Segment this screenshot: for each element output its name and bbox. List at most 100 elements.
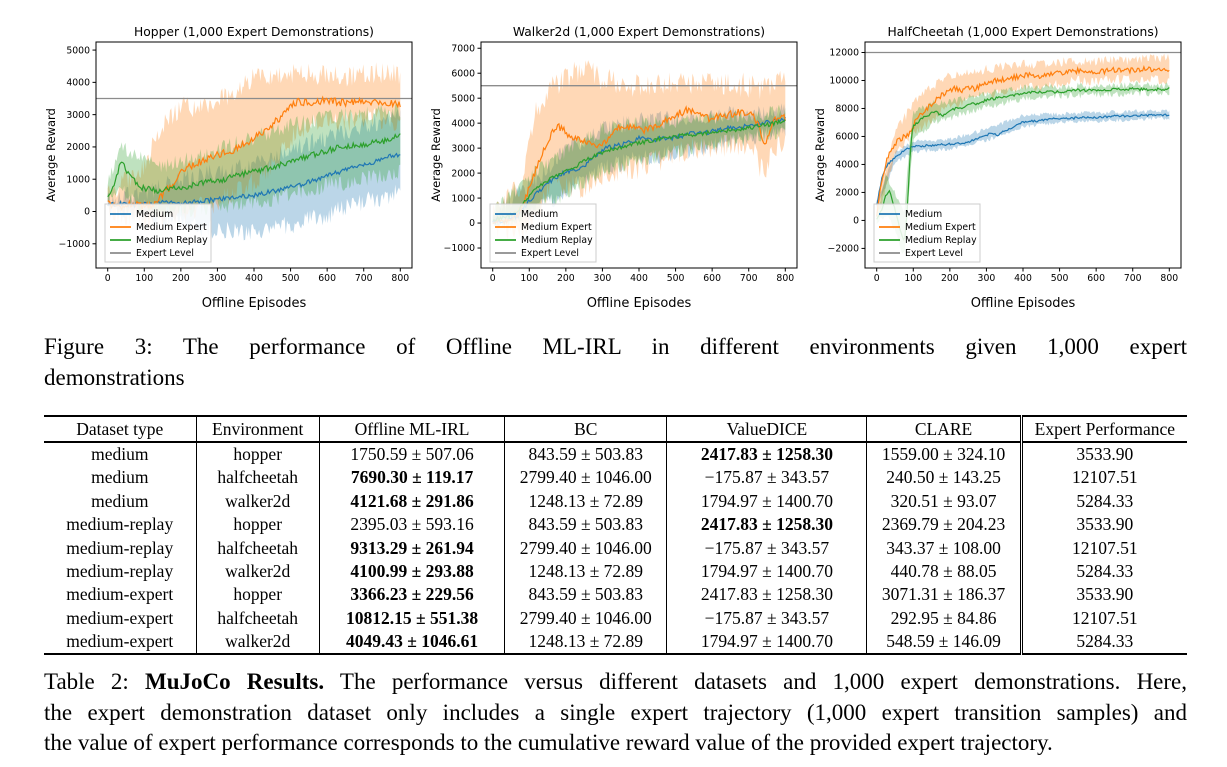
y-tick-label: 2000 — [451, 168, 475, 179]
table-cell: walker2d — [195, 629, 320, 655]
table-cell: 12107.51 — [1019, 536, 1187, 560]
table-cell: halfcheetah — [195, 536, 320, 560]
band-medium-replay — [107, 103, 401, 219]
figure-3-charts: 0 100 200 300 400 500 600 700 800 −1000 0 1000 2000 3… — [44, 24, 1187, 312]
y-tick-label: 7000 — [451, 43, 475, 54]
table-caption-prefix: Table 2: — [44, 669, 146, 695]
y-tick-label: 4000 — [835, 160, 859, 171]
table-cell: 2369.79 ± 204.23 — [866, 512, 1022, 537]
y-tick-label: 4000 — [451, 118, 475, 129]
table-caption: Table 2: MuJoCo Results. The performance… — [44, 667, 1187, 759]
x-tick-label: 200 — [172, 273, 190, 284]
table-cell: 4049.43 ± 1046.61 — [318, 629, 505, 655]
x-tick-label: 400 — [630, 273, 648, 284]
legend-label: Expert Level — [136, 248, 194, 259]
table-cell: 5284.33 — [1019, 489, 1187, 513]
y-tick-label: 2000 — [66, 142, 90, 153]
legend-label: Expert Level — [521, 248, 579, 259]
y-axis-label: Average Reward — [44, 108, 58, 202]
table-cell: 2799.40 ± 1046.00 — [504, 465, 667, 490]
y-axis-label: Average Reward — [813, 108, 827, 202]
x-tick-label: 100 — [520, 273, 538, 284]
figure-caption-line2: demonstrations — [44, 364, 185, 390]
x-tick-label: 400 — [245, 273, 263, 284]
table-caption-line3: the value of expert performance correspo… — [44, 730, 1053, 756]
table-row: medium-expert walker2d 4049.43 ± 1046.61 12… — [44, 629, 1187, 655]
y-tick-label: 4000 — [66, 78, 90, 89]
y-tick-label: 3000 — [451, 143, 475, 154]
line-medium-expert — [876, 65, 1170, 217]
table-row: medium-expert halfcheetah 10812.15 ± 551.3… — [44, 606, 1187, 630]
y-axis-label: Average Reward — [429, 108, 443, 202]
table-cell: −175.87 ± 343.57 — [666, 465, 867, 490]
table-cell: 240.50 ± 143.25 — [866, 465, 1022, 490]
x-tick-label: 800 — [391, 273, 409, 284]
column-header: Dataset type — [76, 418, 164, 439]
y-tick-label: 1000 — [451, 193, 475, 204]
table-cell: medium — [91, 444, 149, 465]
table-cell: halfcheetah — [195, 465, 320, 490]
table-cell: 2799.40 ± 1046.00 — [504, 606, 667, 630]
x-tick-label: 800 — [776, 273, 794, 284]
table-cell: 1794.97 ± 1400.70 — [666, 489, 867, 513]
y-tick-label: 0 — [469, 218, 475, 229]
legend-label: Medium Expert — [905, 222, 976, 233]
x-tick-label: 600 — [1087, 273, 1105, 284]
chart-halfcheetah: 0 100 200 300 400 500 600 700 800 −2000 0 2000 4000 6… — [813, 24, 1187, 312]
table-cell: hopper — [195, 582, 320, 607]
y-tick-label: 6000 — [835, 132, 859, 143]
table-cell: walker2d — [195, 559, 320, 583]
band-medium-expert — [492, 60, 785, 240]
chart-title: HalfCheetah (1,000 Expert Demonstrations… — [887, 25, 1158, 39]
table-cell: walker2d — [195, 489, 320, 513]
x-tick-label: 500 — [1051, 273, 1069, 284]
y-tick-label: −1000 — [59, 239, 91, 250]
y-tick-label: 0 — [84, 207, 90, 218]
y-tick-label: 10000 — [829, 76, 859, 87]
legend-label: Medium — [905, 209, 942, 220]
table-cell: −175.87 ± 343.57 — [666, 536, 867, 560]
x-tick-label: 0 — [874, 273, 880, 284]
x-axis-label: Offline Episodes — [202, 296, 307, 311]
table-cell: 7690.30 ± 119.17 — [318, 465, 505, 490]
figure-caption: Figure 3: The performance of Offline ML-… — [44, 332, 1187, 393]
table-cell: 1559.00 ± 324.10 — [866, 441, 1022, 466]
table-cell: medium-expert — [66, 607, 174, 628]
x-tick-label: 100 — [904, 273, 922, 284]
table-cell: medium-expert — [66, 584, 174, 605]
y-tick-label: 6000 — [451, 68, 475, 79]
band-medium — [876, 109, 1170, 208]
table-cell: 4100.99 ± 293.88 — [318, 559, 505, 583]
table-cell: medium-replay — [66, 514, 174, 535]
table-cell: 2417.83 ± 1258.30 — [666, 582, 867, 607]
x-tick-label: 500 — [666, 273, 684, 284]
table-cell: 2395.03 ± 593.16 — [318, 512, 505, 537]
table-cell: medium — [91, 467, 149, 488]
table-caption-bold: MuJoCo Results. — [145, 669, 325, 695]
table-body: medium hopper 1750.59 ± 507.06 843.59 ± 503… — [44, 441, 1187, 655]
line-medium-replay — [492, 118, 786, 222]
y-tick-label: 3000 — [66, 110, 90, 121]
legend-label: Medium Replay — [521, 235, 593, 246]
table-cell: halfcheetah — [195, 606, 320, 630]
x-tick-label: 700 — [1124, 273, 1142, 284]
table-cell: 2799.40 ± 1046.00 — [504, 536, 667, 560]
plot-area — [480, 60, 797, 240]
line-medium-replay — [876, 86, 1170, 241]
table-cell: hopper — [195, 441, 320, 466]
x-tick-label: 200 — [556, 273, 574, 284]
table-cell: 843.59 ± 503.83 — [504, 582, 667, 607]
column-header: BC — [504, 416, 667, 442]
legend-label: Medium Replay — [136, 235, 208, 246]
table-cell: 3533.90 — [1019, 512, 1187, 537]
table-header-row: Dataset type Environment Offline ML-IRL BC V… — [44, 416, 1187, 442]
table-cell: 12107.51 — [1019, 465, 1187, 490]
legend-label: Medium — [136, 209, 173, 220]
results-table: Dataset type Environment Offline ML-IRL BC V… — [44, 415, 1187, 656]
x-tick-label: 200 — [941, 273, 959, 284]
x-tick-label: 0 — [489, 273, 495, 284]
table-cell: medium-replay — [66, 561, 174, 581]
column-header: Expert Performance — [1019, 416, 1187, 442]
band-medium-expert — [876, 53, 1170, 218]
